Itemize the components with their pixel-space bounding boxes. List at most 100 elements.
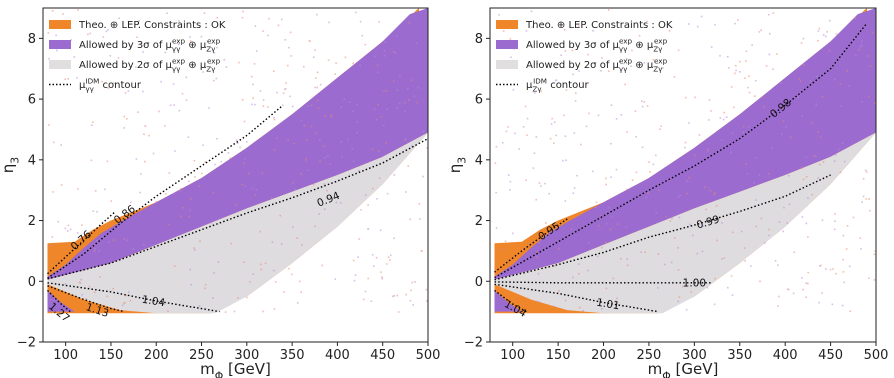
scatter-point <box>715 205 718 207</box>
scatter-point <box>574 100 577 102</box>
scatter-point <box>280 18 283 21</box>
scatter-point <box>102 36 105 38</box>
scatter-point <box>204 283 207 286</box>
scatter-point <box>374 55 377 58</box>
scatter-point <box>553 265 556 267</box>
scatter-point <box>123 302 125 305</box>
scatter-point <box>786 222 788 224</box>
scatter-point <box>61 270 64 272</box>
scatter-point <box>148 134 150 137</box>
scatter-point <box>644 251 646 254</box>
legend: Theo. ⊕ LEP. Constraints : OK Allowed by … <box>496 20 673 94</box>
scatter-point <box>552 305 555 308</box>
scatter-point <box>252 83 254 86</box>
scatter-point <box>138 19 140 22</box>
scatter-point <box>821 292 823 294</box>
scatter-point <box>826 31 828 33</box>
scatter-point <box>335 201 338 204</box>
x-tick-label: 300 <box>682 348 707 363</box>
scatter-point <box>807 236 809 238</box>
scatter-point <box>762 105 765 108</box>
scatter-point <box>558 290 560 292</box>
scatter-point <box>372 187 374 190</box>
scatter-point <box>179 190 182 193</box>
scatter-point <box>397 311 400 313</box>
scatter-point <box>649 171 651 173</box>
scatter-point <box>527 297 529 300</box>
scatter-point <box>607 207 610 209</box>
scatter-point <box>113 82 115 84</box>
scatter-point <box>173 192 175 195</box>
scatter-point <box>495 145 498 148</box>
scatter-point <box>417 87 420 89</box>
region-allowed-3sigma <box>494 8 876 280</box>
scatter-point <box>126 239 128 241</box>
scatter-point <box>142 51 144 53</box>
scatter-point <box>646 20 648 23</box>
scatter-point <box>335 62 337 64</box>
scatter-point <box>179 188 182 190</box>
scatter-point <box>189 198 192 200</box>
scatter-point <box>706 286 709 289</box>
scatter-point <box>573 187 576 189</box>
scatter-point <box>80 278 82 281</box>
scatter-point <box>367 228 370 230</box>
scatter-point <box>578 263 580 265</box>
legend-swatch <box>496 60 518 69</box>
scatter-point <box>698 134 701 136</box>
scatter-point <box>619 60 621 63</box>
scatter-point <box>801 115 803 117</box>
scatter-point <box>408 99 410 101</box>
scatter-point <box>307 105 310 107</box>
region-allowed-2sigma <box>494 132 876 314</box>
scatter-point <box>549 137 552 140</box>
y-tick-label: 0 <box>475 275 483 290</box>
scatter-point <box>91 124 93 126</box>
plot-area <box>47 8 428 314</box>
scatter-point <box>139 191 141 194</box>
scatter-point <box>760 29 762 32</box>
scatter-point <box>817 177 819 179</box>
scatter-point <box>90 159 93 162</box>
scatter-point <box>284 88 287 90</box>
scatter-point <box>56 49 58 52</box>
scatter-point <box>393 174 396 176</box>
scatter-point <box>848 265 851 268</box>
scatter-point <box>384 41 386 43</box>
scatter-point <box>748 75 750 77</box>
scatter-point <box>813 155 816 157</box>
scatter-point <box>177 43 180 46</box>
scatter-point <box>802 64 805 66</box>
scatter-point <box>658 189 660 191</box>
scatter-point <box>678 296 681 298</box>
scatter-point <box>312 183 315 186</box>
scatter-point <box>48 124 50 126</box>
x-tick-label: 250 <box>637 348 662 363</box>
scatter-point <box>551 243 553 246</box>
scatter-point <box>359 64 361 67</box>
scatter-point <box>174 150 176 152</box>
scatter-point <box>608 70 610 72</box>
x-tick-label: 400 <box>773 348 798 363</box>
scatter-point <box>212 297 214 299</box>
y-tick-label: 4 <box>28 153 36 168</box>
scatter-point <box>563 29 566 31</box>
scatter-point <box>414 281 416 283</box>
scatter-point <box>778 295 780 298</box>
scatter-point <box>70 39 73 41</box>
scatter-point <box>864 169 867 172</box>
scatter-point <box>778 221 781 223</box>
scatter-point <box>54 272 57 275</box>
scatter-point <box>792 292 795 295</box>
scatter-point <box>732 231 734 234</box>
scatter-point <box>641 146 644 149</box>
scatter-point <box>564 200 567 202</box>
scatter-point <box>92 121 94 123</box>
scatter-point <box>314 225 316 228</box>
scatter-point <box>635 136 637 138</box>
scatter-point <box>657 253 660 255</box>
scatter-point <box>76 232 79 234</box>
scatter-point <box>874 250 876 252</box>
x-tick-label: 250 <box>189 348 214 363</box>
